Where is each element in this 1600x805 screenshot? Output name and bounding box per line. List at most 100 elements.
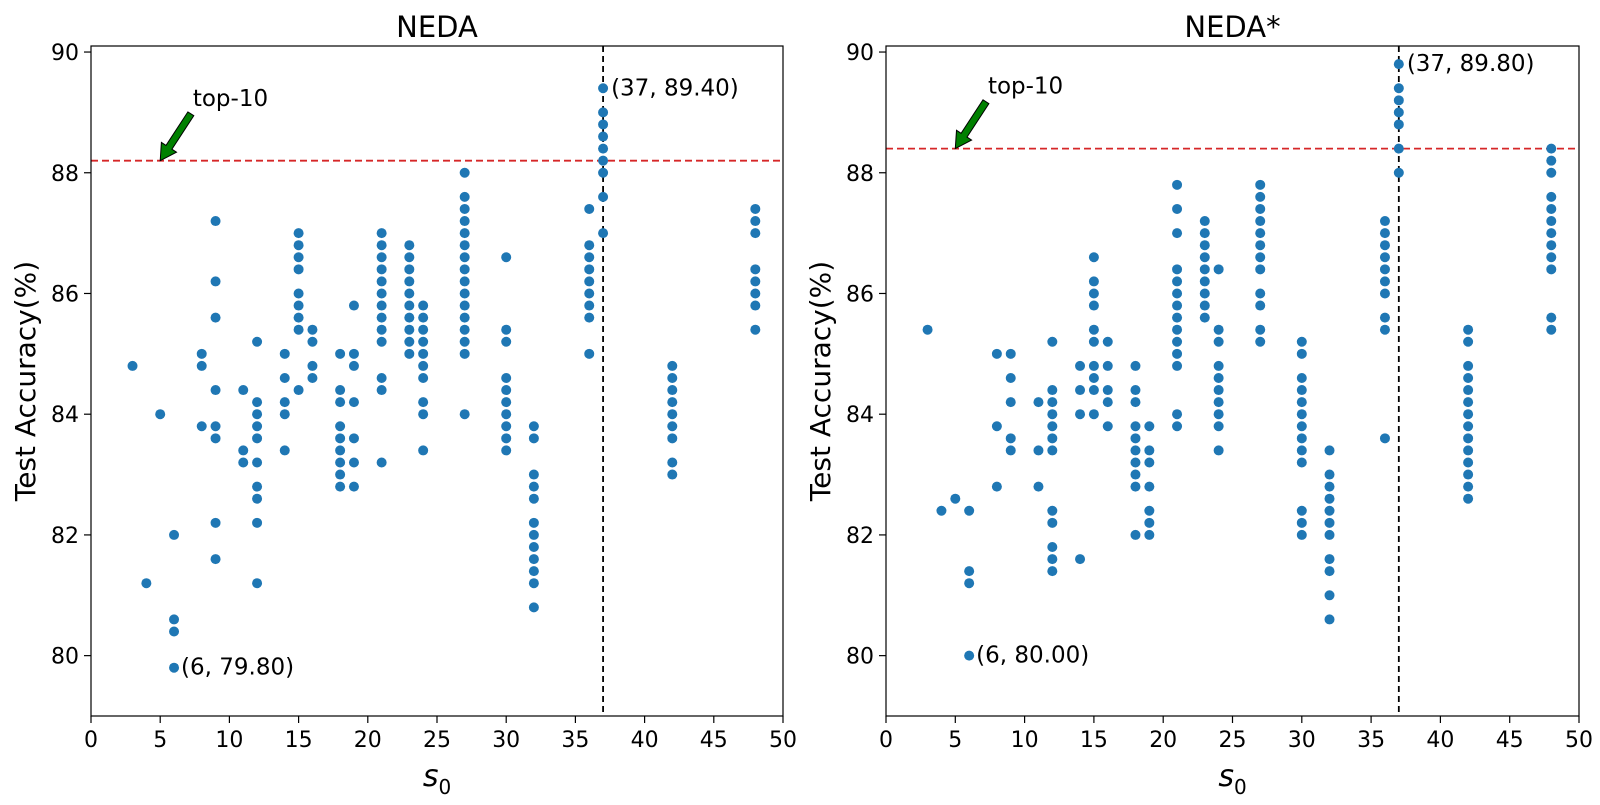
data-point <box>459 324 470 335</box>
data-point <box>307 336 318 347</box>
data-point <box>210 421 221 432</box>
data-point <box>1088 252 1099 263</box>
data-point <box>1172 264 1183 275</box>
data-point <box>459 300 470 311</box>
data-point <box>418 312 429 323</box>
y-axis-label: Test Accuracy(%) <box>9 261 42 502</box>
data-point <box>1088 360 1099 371</box>
data-point <box>750 276 761 287</box>
data-point <box>991 348 1002 359</box>
x-tick-label: 25 <box>423 728 451 753</box>
x-tick-label: 40 <box>1426 728 1454 753</box>
x-tick-label: 5 <box>948 728 962 753</box>
data-point <box>1130 421 1141 432</box>
data-point <box>1255 336 1266 347</box>
data-point <box>376 336 387 347</box>
data-point <box>1213 336 1224 347</box>
data-point <box>750 300 761 311</box>
data-point <box>1102 336 1113 347</box>
data-point <box>1199 300 1210 311</box>
data-point <box>1213 360 1224 371</box>
data-point <box>1213 421 1224 432</box>
data-point <box>1172 336 1183 347</box>
data-point <box>335 469 346 480</box>
data-point <box>1047 421 1058 432</box>
plot-frame <box>885 45 1580 717</box>
data-point <box>1033 445 1044 456</box>
data-point <box>1463 433 1474 444</box>
data-point <box>404 252 415 263</box>
data-point <box>584 312 595 323</box>
data-point <box>1102 421 1113 432</box>
data-point <box>418 409 429 420</box>
data-point <box>1546 324 1557 335</box>
data-point <box>1005 433 1016 444</box>
data-point <box>528 481 539 492</box>
data-point <box>1546 252 1557 263</box>
data-point <box>1546 191 1557 202</box>
data-point <box>750 324 761 335</box>
data-point <box>501 409 512 420</box>
data-point <box>418 372 429 383</box>
data-point <box>1296 372 1307 383</box>
data-point <box>238 445 249 456</box>
data-point <box>459 240 470 251</box>
data-point <box>1005 397 1016 408</box>
data-point <box>1144 505 1155 516</box>
x-tick-label: 45 <box>700 728 728 753</box>
y-tick-label: 84 <box>846 403 874 428</box>
data-point <box>501 433 512 444</box>
data-point <box>418 300 429 311</box>
data-point <box>1033 481 1044 492</box>
data-point <box>418 348 429 359</box>
data-point <box>210 312 221 323</box>
data-point <box>598 155 609 166</box>
chart-title: NEDA <box>396 10 478 44</box>
data-point <box>1130 385 1141 396</box>
data-point <box>528 433 539 444</box>
data-point <box>1047 409 1058 420</box>
data-point <box>1088 324 1099 335</box>
data-point <box>1463 421 1474 432</box>
data-point <box>528 469 539 480</box>
data-point <box>1047 397 1058 408</box>
data-point <box>307 372 318 383</box>
data-point <box>252 493 263 504</box>
data-point <box>1296 336 1307 347</box>
data-point <box>196 421 207 432</box>
data-point <box>667 409 678 420</box>
data-point <box>196 360 207 371</box>
data-point <box>1546 264 1557 275</box>
data-point <box>667 360 678 371</box>
data-point <box>598 167 609 178</box>
data-point <box>252 481 263 492</box>
y-tick-label: 80 <box>846 645 874 670</box>
data-point <box>1047 385 1058 396</box>
data-point <box>1199 252 1210 263</box>
x-tick-label: 40 <box>631 728 659 753</box>
data-point <box>1463 372 1474 383</box>
data-point <box>1144 481 1155 492</box>
data-point <box>418 360 429 371</box>
data-point <box>964 578 975 589</box>
data-point <box>1463 385 1474 396</box>
data-point <box>376 240 387 251</box>
data-point <box>418 397 429 408</box>
data-point <box>1213 409 1224 420</box>
data-point <box>1324 517 1335 528</box>
data-point <box>1546 155 1557 166</box>
data-point <box>279 348 290 359</box>
data-point <box>252 421 263 432</box>
data-point <box>584 252 595 263</box>
data-point <box>335 385 346 396</box>
data-point <box>293 324 304 335</box>
data-point <box>1088 288 1099 299</box>
data-point <box>1088 372 1099 383</box>
x-tick-label: 50 <box>1565 728 1593 753</box>
data-point <box>598 191 609 202</box>
data-point <box>1379 228 1390 239</box>
data-point <box>1213 324 1224 335</box>
data-point <box>1130 360 1141 371</box>
data-point <box>1255 228 1266 239</box>
